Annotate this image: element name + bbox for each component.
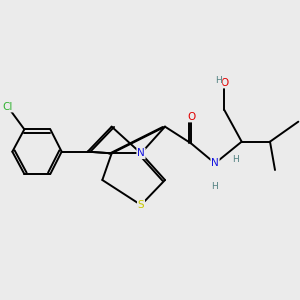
Text: H: H (215, 76, 222, 85)
Text: H: H (212, 182, 218, 191)
Text: Cl: Cl (2, 102, 13, 112)
Text: O: O (220, 78, 229, 88)
Text: H: H (232, 155, 238, 164)
Text: S: S (138, 200, 144, 210)
Text: N: N (211, 158, 219, 168)
Text: N: N (137, 148, 145, 158)
Text: O: O (187, 112, 195, 122)
